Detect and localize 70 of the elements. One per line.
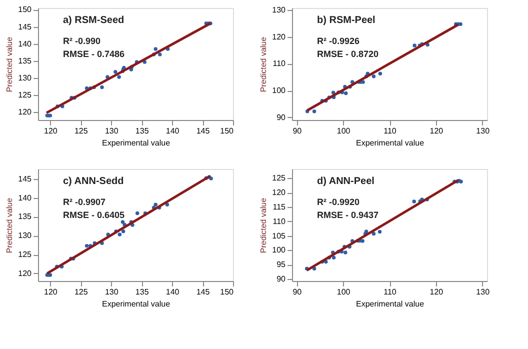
y-tick-label: 120 (18, 108, 32, 117)
x-tick-label: 120 (44, 126, 58, 136)
y-tick-label: 135 (18, 212, 32, 222)
x-tick-label: 120 (44, 288, 58, 296)
y-axis-title: Predicted value (5, 36, 14, 92)
y-tick-label: 125 (18, 250, 32, 260)
y-tick-label: 100 (272, 86, 286, 96)
y-tick-label: 145 (18, 22, 32, 32)
y-tick-label: 105 (272, 231, 286, 240)
annotation: RMSE - 0.9437 (317, 210, 379, 220)
x-tick-label: 145 (196, 126, 210, 136)
y-tick-label: 120 (272, 32, 286, 42)
x-tick-label: 120 (430, 126, 444, 136)
text: d) ANN-Peel (317, 176, 375, 187)
x-tick-label: 110 (384, 126, 397, 136)
y-tick-label: 130 (18, 74, 32, 82)
y-tick-label: 130 (18, 231, 32, 240)
annotation: R² -0.9926 (317, 36, 360, 46)
x-tick-label: 140 (166, 126, 180, 136)
y-axis-title: Predicted value (259, 197, 268, 254)
y-tick-label: 130 (272, 6, 286, 15)
y-tick-label: 100 (272, 246, 286, 255)
x-tick-label: 100 (336, 288, 351, 296)
y-tick-label: 110 (272, 216, 286, 226)
y-axis-title: Predicted value (259, 36, 268, 92)
x-tick-label: 145 (196, 288, 210, 296)
y-axis-title: Predicted value (5, 197, 14, 254)
y-tick-label: 125 (272, 174, 286, 183)
y-tick-label: 135 (18, 56, 32, 66)
x-tick-label: 140 (166, 288, 180, 296)
x-tick-label: 120 (430, 288, 444, 296)
text: b) RSM-Peel (317, 15, 376, 26)
x-tick-label: 125 (74, 126, 88, 136)
annotation: R² -0.9920 (317, 197, 360, 207)
y-tick-label: 125 (18, 90, 32, 100)
y-tick-label: 90 (276, 112, 286, 122)
annotation: R² -0.990 (63, 36, 101, 46)
x-axis-title: Experimental value (356, 300, 425, 308)
y-tick-label: 120 (18, 268, 32, 278)
annotation: RMSE - 0.8720 (317, 49, 379, 59)
y-tick-label: 140 (18, 39, 32, 48)
y-tick-label: 140 (18, 193, 32, 202)
x-tick-label: 125 (74, 288, 88, 296)
x-tick-label: 130 (476, 126, 490, 136)
x-tick-label: 90 (292, 126, 302, 136)
x-tick-label: 150 (220, 288, 234, 296)
y-tick-label: 95 (276, 260, 286, 270)
x-tick-label: 110 (384, 288, 397, 296)
annotation: RMSE - 0.6405 (63, 210, 125, 220)
x-tick-label: 100 (336, 126, 351, 136)
x-tick-label: 130 (476, 288, 490, 296)
x-tick-label: 90 (292, 288, 302, 296)
y-tick-label: 145 (18, 174, 32, 184)
annotation: RMSE - 0.7486 (63, 49, 125, 59)
x-tick-label: 130 (104, 288, 119, 296)
x-tick-label: 135 (135, 288, 150, 296)
y-tick-label: 150 (18, 5, 32, 14)
x-axis-title: Experimental value (102, 138, 171, 148)
y-tick-label: 120 (272, 188, 286, 198)
x-tick-label: 135 (135, 126, 150, 136)
x-axis-title: Experimental value (102, 300, 171, 308)
x-tick-label: 150 (220, 126, 234, 136)
annotation: R² -0.9907 (63, 197, 106, 207)
text: c) ANN-Sedd (63, 176, 124, 187)
y-tick-label: 115 (272, 202, 286, 212)
y-tick-label: 110 (272, 59, 286, 68)
x-tick-label: 130 (104, 126, 119, 136)
text: a) RSM-Seed (63, 15, 124, 26)
x-axis-title: Experimental value (356, 138, 425, 148)
y-tick-label: 90 (276, 274, 286, 284)
